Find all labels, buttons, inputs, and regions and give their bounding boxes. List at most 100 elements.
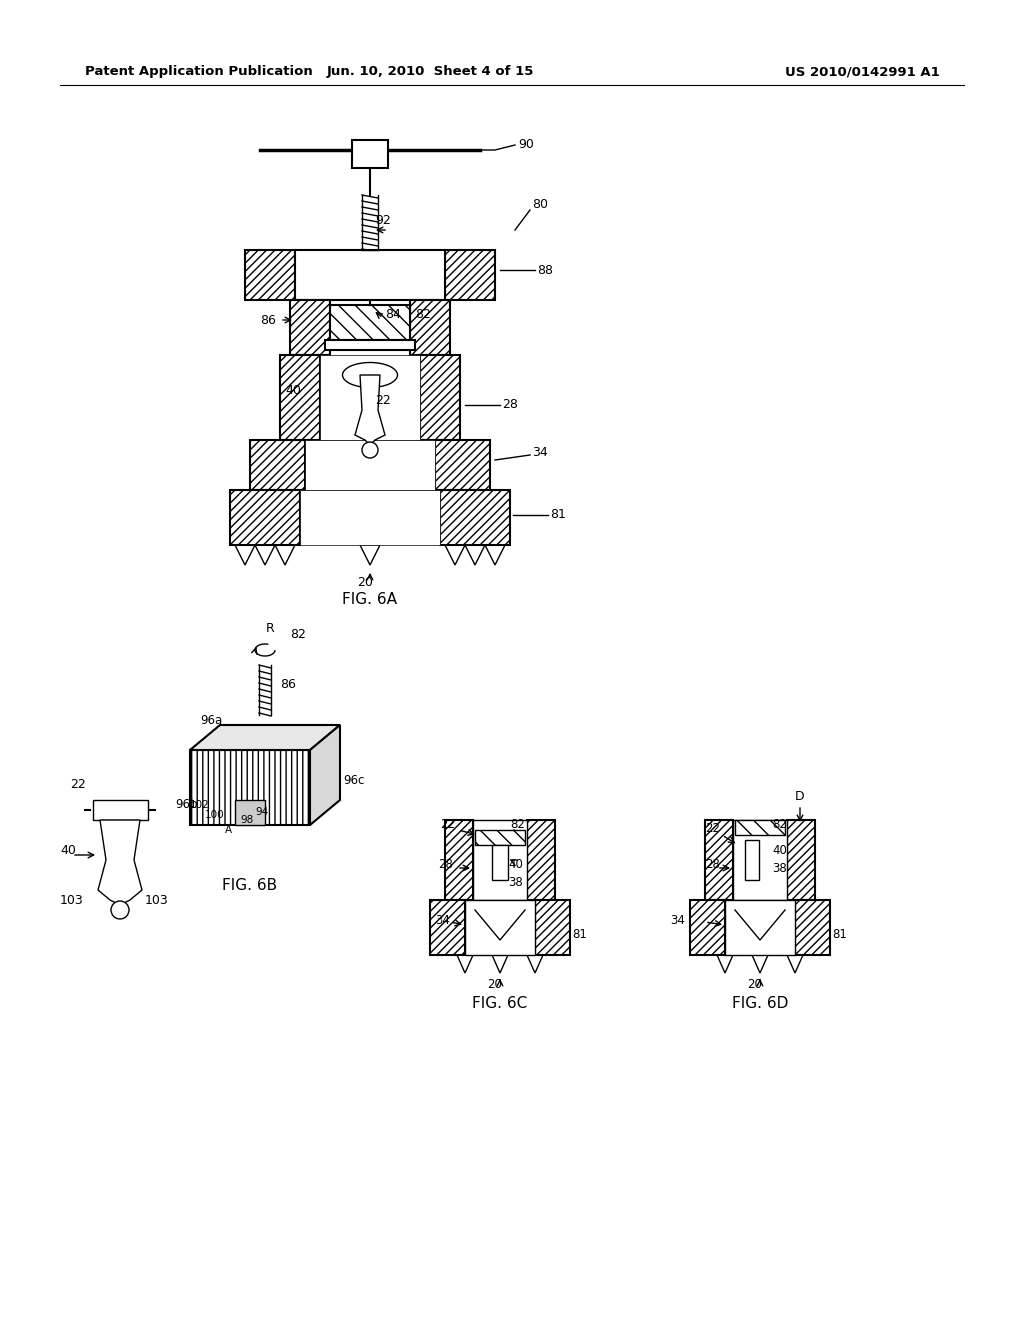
Text: 103: 103 — [145, 894, 169, 907]
Bar — [473, 820, 527, 900]
Text: D: D — [796, 791, 805, 804]
Bar — [475, 830, 525, 845]
Bar — [535, 900, 570, 954]
Bar — [492, 845, 508, 880]
Bar — [295, 249, 445, 300]
Text: 40: 40 — [60, 843, 76, 857]
Text: 86: 86 — [260, 314, 275, 326]
Text: US 2010/0142991 A1: US 2010/0142991 A1 — [785, 66, 940, 78]
Bar — [465, 900, 535, 954]
Polygon shape — [360, 545, 380, 565]
Bar — [725, 900, 795, 954]
Text: 81: 81 — [572, 928, 587, 941]
Polygon shape — [310, 725, 340, 825]
Text: 82: 82 — [415, 309, 431, 322]
Text: 34: 34 — [670, 913, 685, 927]
Text: FIG. 6A: FIG. 6A — [342, 593, 397, 607]
Bar — [352, 140, 388, 168]
Polygon shape — [465, 545, 485, 565]
Text: 20: 20 — [357, 577, 373, 590]
Text: 86: 86 — [280, 678, 296, 692]
Bar — [420, 355, 460, 440]
Text: 34: 34 — [532, 446, 548, 459]
Text: 82: 82 — [510, 818, 525, 832]
Text: 20: 20 — [487, 978, 503, 991]
Text: 28: 28 — [502, 399, 518, 412]
Polygon shape — [355, 375, 385, 445]
Bar — [787, 820, 815, 900]
Polygon shape — [98, 820, 142, 906]
Text: 40: 40 — [285, 384, 301, 396]
Bar — [280, 355, 319, 440]
Bar — [795, 900, 830, 954]
Text: 28: 28 — [705, 858, 720, 871]
Bar — [435, 440, 490, 490]
Text: 103: 103 — [60, 894, 84, 907]
Text: 22: 22 — [70, 779, 86, 792]
Text: 22: 22 — [375, 393, 391, 407]
Text: Patent Application Publication: Patent Application Publication — [85, 66, 312, 78]
Text: 96b: 96b — [175, 799, 198, 812]
Text: 82: 82 — [772, 818, 786, 832]
Text: 84: 84 — [385, 309, 400, 322]
Text: 94: 94 — [255, 807, 268, 817]
Text: 98: 98 — [240, 814, 253, 825]
Bar — [190, 750, 310, 825]
Polygon shape — [445, 545, 465, 565]
Polygon shape — [457, 954, 473, 973]
Polygon shape — [717, 954, 733, 973]
Bar — [733, 820, 787, 900]
Text: 80: 80 — [532, 198, 548, 211]
Text: 92: 92 — [375, 214, 391, 227]
Text: 81: 81 — [831, 928, 847, 941]
Bar — [305, 440, 435, 490]
Bar — [234, 800, 265, 825]
Text: 96c: 96c — [343, 774, 365, 787]
Text: 88: 88 — [537, 264, 553, 276]
Text: 20: 20 — [748, 978, 763, 991]
Bar — [330, 305, 410, 341]
Text: 96a: 96a — [200, 714, 222, 726]
Text: 82: 82 — [290, 628, 306, 642]
Text: 22: 22 — [705, 821, 720, 834]
Text: A: A — [225, 825, 232, 836]
Bar — [325, 341, 415, 350]
Text: 90: 90 — [518, 139, 534, 152]
Text: FIG. 6D: FIG. 6D — [732, 995, 788, 1011]
Text: Jun. 10, 2010  Sheet 4 of 15: Jun. 10, 2010 Sheet 4 of 15 — [327, 66, 534, 78]
Text: 38: 38 — [508, 875, 522, 888]
Bar — [230, 490, 300, 545]
Bar — [445, 820, 473, 900]
Text: 22: 22 — [440, 818, 455, 832]
Polygon shape — [752, 954, 768, 973]
Bar — [440, 490, 510, 545]
Bar — [300, 490, 440, 545]
Polygon shape — [234, 545, 255, 565]
Bar — [445, 249, 495, 300]
Bar — [735, 820, 785, 836]
Text: FIG. 6C: FIG. 6C — [472, 995, 527, 1011]
Polygon shape — [787, 954, 803, 973]
Bar — [319, 355, 420, 440]
Text: 28: 28 — [438, 858, 453, 871]
Polygon shape — [485, 545, 505, 565]
Text: 40: 40 — [508, 858, 523, 871]
Bar — [430, 900, 465, 954]
Polygon shape — [275, 545, 295, 565]
Bar — [93, 800, 148, 820]
Polygon shape — [190, 725, 340, 750]
Bar — [705, 820, 733, 900]
Bar — [690, 900, 725, 954]
Bar — [745, 840, 759, 880]
Ellipse shape — [342, 363, 397, 388]
Bar — [245, 249, 295, 300]
Polygon shape — [255, 545, 275, 565]
Text: 81: 81 — [550, 508, 566, 521]
Polygon shape — [527, 954, 543, 973]
Bar — [290, 300, 330, 355]
Text: R: R — [265, 622, 274, 635]
Circle shape — [111, 902, 129, 919]
Text: 100: 100 — [205, 810, 224, 820]
Text: 102: 102 — [190, 800, 210, 810]
Text: 38: 38 — [772, 862, 786, 874]
